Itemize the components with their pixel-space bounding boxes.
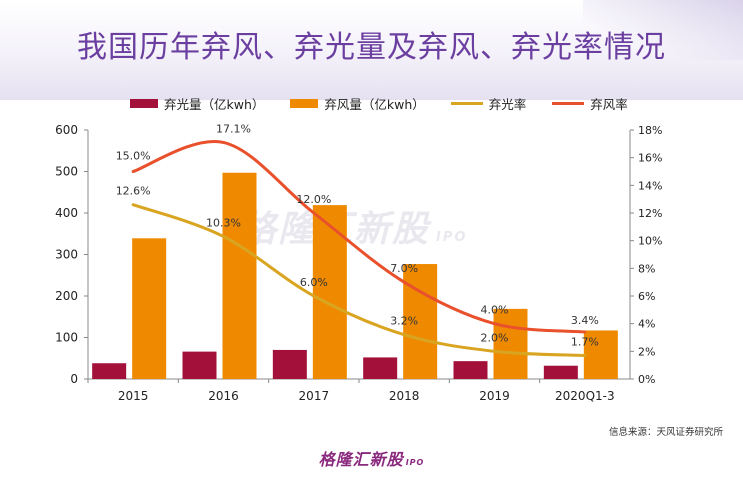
bar-solar-curtailment (363, 357, 398, 379)
y-right-tick-label: 12% (638, 207, 662, 220)
legend-swatch (130, 98, 158, 108)
bar-wind-curtailment (493, 308, 528, 379)
bar-solar-curtailment (92, 363, 127, 379)
logo-sub: IPO (405, 458, 425, 467)
data-label-wind-rate: 4.0% (481, 304, 509, 317)
point-wind-rate (222, 140, 225, 144)
legend-label: 弃光率 (488, 96, 527, 112)
data-label-solar-rate: 1.7% (571, 335, 599, 348)
legend-item-wind-curtailment: 弃风量（亿kwh） (290, 94, 425, 113)
data-label-wind-rate: 15.0% (116, 150, 151, 163)
x-tick-label: 2015 (118, 389, 149, 403)
x-tick-label: 2018 (389, 389, 420, 403)
point-wind-rate (131, 170, 135, 173)
line-wind-rate (132, 139, 585, 334)
legend-label: 弃风量（亿kwh） (324, 96, 425, 112)
x-tick-label: 2016 (208, 389, 239, 403)
y-left-tick-label: 100 (55, 331, 78, 345)
bar-wind-curtailment (132, 238, 167, 379)
data-label-solar-rate: 10.3% (206, 217, 241, 230)
x-tick-label: 2019 (479, 389, 510, 403)
point-solar-rate (131, 203, 135, 207)
y-left-tick-label: 300 (55, 248, 78, 262)
data-label-solar-rate: 3.2% (390, 315, 418, 328)
footer-logo: 格隆汇新股 IPO (0, 446, 743, 470)
point-wind-rate (402, 280, 406, 284)
point-solar-rate (312, 294, 316, 298)
bar-solar-curtailment (182, 351, 217, 379)
logo-text: 格隆汇新股 (318, 450, 404, 469)
y-right-tick-label: 8% (638, 262, 655, 275)
data-label-solar-rate: 12.6% (116, 185, 151, 198)
y-left-tick-label: 400 (55, 206, 78, 220)
legend-label: 弃光量（亿kwh） (164, 96, 265, 112)
point-solar-rate (493, 349, 496, 353)
bar-solar-curtailment (453, 361, 488, 379)
bar-solar-curtailment (272, 349, 307, 379)
legend-item-wind-rate: 弃风率 (552, 94, 628, 113)
data-label-wind-rate: 7.0% (390, 262, 418, 275)
point-solar-rate (402, 333, 406, 337)
legend-swatch (552, 101, 585, 105)
data-label-solar-rate: 2.0% (481, 331, 509, 344)
x-tick-label: 2017 (299, 389, 330, 403)
y-right-tick-label: 14% (638, 179, 662, 192)
point-solar-rate (222, 235, 225, 239)
legend-item-solar-rate: 弃光率 (450, 94, 527, 113)
legend-item-solar-curtailment: 弃光量（亿kwh） (130, 94, 264, 113)
point-wind-rate (312, 211, 316, 215)
data-label-wind-rate: 3.4% (571, 314, 599, 327)
bar-wind-curtailment (222, 172, 257, 379)
page-title: 我国历年弃风、弃光量及弃风、弃光率情况 (77, 30, 666, 65)
y-left-tick-label: 500 (55, 165, 78, 179)
y-left-tick-label: 600 (55, 123, 78, 137)
header-decoration (583, 0, 743, 60)
bar-solar-curtailment (543, 365, 578, 379)
point-wind-rate (493, 322, 496, 326)
y-left-tick-label: 200 (55, 289, 78, 303)
x-tick-label: 2020Q1-3 (555, 389, 615, 403)
legend-label: 弃风率 (590, 96, 628, 112)
y-right-tick-label: 18% (638, 124, 662, 137)
y-right-tick-label: 4% (638, 318, 655, 331)
point-wind-rate (583, 330, 587, 334)
line-solar-rate (132, 203, 585, 357)
y-right-tick-label: 0% (638, 373, 655, 386)
y-right-tick-label: 2% (638, 345, 655, 358)
y-right-tick-label: 10% (638, 235, 662, 248)
data-label-wind-rate: 17.1% (216, 122, 251, 135)
bar-wind-curtailment (583, 330, 618, 379)
y-right-tick-label: 16% (638, 152, 662, 165)
source-note: 信息来源：天风证券研究所 (608, 427, 723, 438)
data-label-wind-rate: 12.0% (296, 193, 331, 206)
chart-legend: 弃光量（亿kwh） 弃风量（亿kwh） 弃光率 弃风率 (130, 92, 654, 114)
legend-swatch (450, 101, 483, 105)
point-solar-rate (583, 353, 587, 357)
bar-wind-curtailment (403, 264, 438, 379)
bar-wind-curtailment (312, 205, 347, 379)
y-right-tick-label: 6% (638, 290, 655, 303)
legend-swatch (290, 98, 319, 108)
data-label-solar-rate: 6.0% (300, 276, 328, 289)
y-left-tick-label: 0 (70, 372, 78, 386)
